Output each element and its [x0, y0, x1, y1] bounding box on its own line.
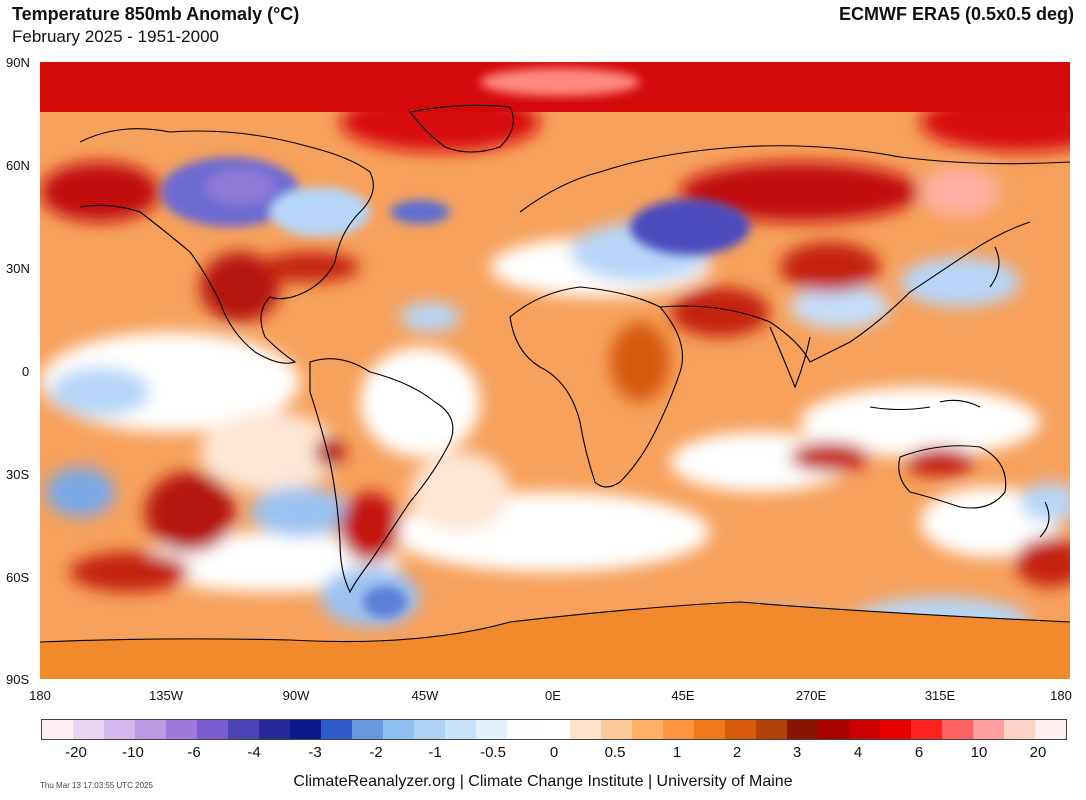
colorbar-swatch — [724, 720, 756, 739]
lat-label-0: 0 — [22, 364, 30, 379]
timestamp: Thu Mar 13 17:03:55 UTC 2025 — [40, 781, 153, 790]
colorbar-swatch — [166, 720, 198, 739]
lat-label-30n: 30N — [6, 261, 30, 276]
colorbar-tick-label: 0.5 — [604, 744, 626, 761]
colorbar-swatch — [662, 720, 694, 739]
colorbar-swatch — [104, 720, 136, 739]
colorbar-tick-label: 2 — [732, 744, 742, 761]
colorbar-swatch — [817, 720, 849, 739]
colorbar-swatch — [259, 720, 291, 739]
colorbar-swatch — [476, 720, 508, 739]
colorbar-swatch — [569, 720, 601, 739]
cold-anomaly-cores — [160, 157, 750, 618]
colorbar-swatch — [972, 720, 1004, 739]
colorbar-swatch — [941, 720, 973, 739]
colorbar-tick-label: 3 — [792, 744, 802, 761]
colorbar-swatch — [352, 720, 384, 739]
lon-label-180e: 180 — [1050, 688, 1072, 703]
colorbar-swatch — [135, 720, 167, 739]
continent-outlines — [40, 104, 1070, 643]
colorbar-swatch — [507, 720, 539, 739]
colorbar-labels: -20 -10 -6 -4 -3 -2 -1 -0.5 0 0.5 1 2 3 4 6 10 20 — [0, 744, 1086, 762]
colorbar-tick-label: -6 — [187, 744, 201, 761]
lon-label-270e: 270E — [795, 688, 827, 703]
colorbar-tick-label: 0 — [549, 744, 559, 761]
anomaly-map — [40, 62, 1070, 679]
colorbar-swatch — [228, 720, 260, 739]
colorbar-swatch — [755, 720, 787, 739]
lon-label-90w: 90W — [282, 688, 310, 703]
colorbar-swatch — [693, 720, 725, 739]
antarctic-region — [40, 602, 1070, 679]
colorbar-tick-label: 4 — [853, 744, 863, 761]
colorbar-swatch — [910, 720, 942, 739]
colorbar-swatch — [1035, 720, 1067, 739]
lon-label-135w: 135W — [149, 688, 183, 703]
lon-label-0e: 0E — [545, 688, 561, 703]
footer-credit: ClimateReanalyzer.org | Climate Change I… — [293, 773, 793, 790]
colorbar-tick-label: -20 — [65, 744, 87, 761]
colorbar-swatch — [848, 720, 880, 739]
colorbar-tick-label: 1 — [672, 744, 682, 761]
colorbar-tick-label: -2 — [369, 744, 383, 761]
colorbar-swatch — [538, 720, 570, 739]
colorbar-tick-label: 6 — [914, 744, 924, 761]
colorbar-swatch — [414, 720, 446, 739]
colorbar-swatch — [383, 720, 415, 739]
chart-title: Temperature 850mb Anomaly (°C) — [12, 4, 300, 24]
colorbar-swatch — [631, 720, 663, 739]
colorbar-tick-label: -4 — [247, 744, 261, 761]
colorbar-swatch — [1003, 720, 1035, 739]
lon-label-180w: 180 — [29, 688, 51, 703]
lat-label-60s: 60S — [6, 570, 30, 585]
colorbar-tick-label: -3 — [308, 744, 322, 761]
colorbar-swatch — [290, 720, 322, 739]
colorbar-swatch — [879, 720, 911, 739]
lat-label-30s: 30S — [6, 467, 30, 482]
colorbar-tick-label: 20 — [1029, 744, 1047, 761]
colorbar-swatch — [321, 720, 353, 739]
colorbar-tick-label: -10 — [122, 744, 144, 761]
lon-label-45e: 45E — [671, 688, 695, 703]
lat-label-60n: 60N — [6, 158, 30, 173]
lon-label-315e: 315E — [924, 688, 956, 703]
lat-label-90s: 90S — [6, 672, 30, 687]
colorbar-swatch — [786, 720, 818, 739]
colorbar-legend — [41, 719, 1067, 740]
colorbar-tick-label: -1 — [428, 744, 442, 761]
chart-subtitle: February 2025 - 1951-2000 — [12, 27, 219, 46]
colorbar-swatch — [445, 720, 477, 739]
data-source: ECMWF ERA5 (0.5x0.5 deg) — [838, 4, 1074, 24]
colorbar-swatch — [197, 720, 229, 739]
map-canvas — [40, 62, 1070, 679]
colorbar-swatch — [600, 720, 632, 739]
lon-label-45w: 45W — [411, 688, 439, 703]
lat-label-90n: 90N — [6, 55, 30, 70]
colorbar-tick-label: -0.5 — [480, 744, 506, 761]
colorbar-swatch — [73, 720, 105, 739]
colorbar-tick-label: 10 — [970, 744, 988, 761]
colorbar-swatch — [42, 720, 74, 739]
